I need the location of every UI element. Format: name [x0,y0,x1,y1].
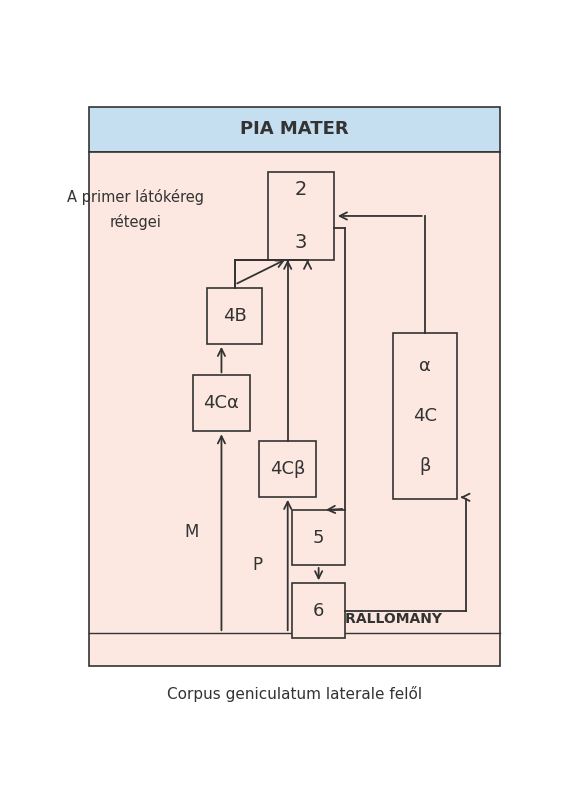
Bar [292,510,345,565]
Text: 4Cβ: 4Cβ [270,460,306,478]
Text: Corpus geniculatum laterale felől: Corpus geniculatum laterale felől [167,685,422,702]
Text: PIA MATER: PIA MATER [240,120,349,138]
Bar [292,583,345,638]
Bar [393,333,457,499]
Text: 2

3: 2 3 [295,180,307,252]
Bar [207,288,262,344]
Bar [193,375,250,431]
Bar [259,441,316,497]
Text: 4Cα: 4Cα [203,394,239,412]
Text: 4B: 4B [223,307,247,325]
Bar [268,172,334,260]
Bar [89,152,500,666]
Text: α

4C

β: α 4C β [413,357,437,474]
Text: A primer látókéreg
rétegei: A primer látókéreg rétegei [67,189,204,230]
Bar [89,107,500,152]
Text: P: P [253,556,263,574]
Text: M: M [184,523,198,541]
Text: 5: 5 [313,529,324,547]
Text: FEHÉRÁLLOMÁNY: FEHÉRÁLLOMÁNY [306,611,442,625]
Text: 6: 6 [313,602,324,620]
